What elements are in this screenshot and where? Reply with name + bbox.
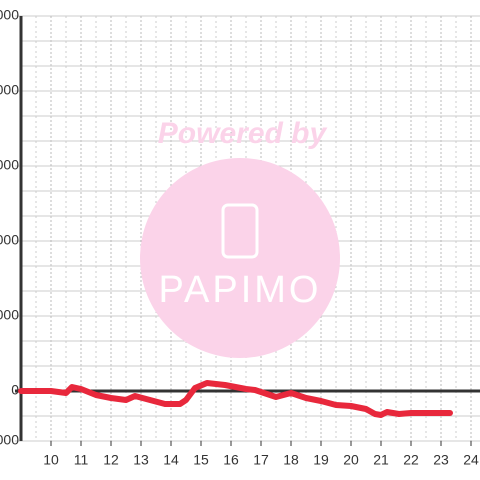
y-tick-label: 60,000 [0, 232, 19, 248]
line-series [18, 380, 453, 418]
x-tick-label: 11 [74, 452, 89, 468]
y-tick-label: 0 [11, 382, 19, 398]
y-tick-label: 120,000 [0, 82, 19, 98]
x-tick-label: 12 [103, 452, 119, 468]
x-tick-label: 24 [463, 452, 479, 468]
x-tick-label: 23 [433, 452, 449, 468]
x-tick-label: 14 [163, 452, 179, 468]
x-tick-label: 21 [373, 452, 389, 468]
x-tick-label: 15 [193, 452, 209, 468]
y-tick-label: 30,000 [0, 307, 19, 323]
watermark-text: Powered by [158, 117, 328, 150]
x-tick-label: 16 [223, 452, 239, 468]
x-tick-label: 13 [133, 452, 149, 468]
x-tick-label: 10 [43, 452, 59, 468]
x-tick-label: 22 [403, 452, 419, 468]
x-tick-label: 19 [313, 452, 329, 468]
x-tick-label: 20 [343, 452, 359, 468]
watermark-phone [221, 203, 259, 259]
watermark-logo: PAPIMO [159, 269, 322, 311]
y-tick-label: 150,000 [0, 7, 19, 23]
x-tick-label: 18 [283, 452, 299, 468]
y-tick-label: -20,000 [0, 432, 19, 448]
y-tick-label: 90,000 [0, 157, 19, 173]
x-tick-label: 17 [253, 452, 269, 468]
